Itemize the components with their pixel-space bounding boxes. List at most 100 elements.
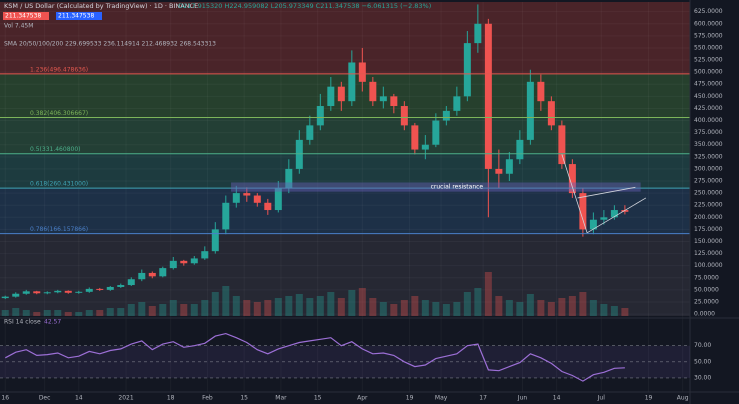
y-tick-label: 50.0000	[694, 286, 719, 293]
volume-bar	[463, 292, 471, 316]
candle-body	[201, 251, 209, 259]
y-tick-label: 125.0000	[694, 250, 723, 257]
volume-bar	[243, 300, 251, 316]
candle-body	[621, 210, 629, 212]
fib-label: 1.236(496.478636)	[30, 66, 88, 73]
candle-body	[253, 195, 261, 203]
axis: 625.0000 600.0000 575.0000 550.0000 525.0000…	[1, 8, 722, 401]
rsi-label: RSI 14 close	[4, 319, 41, 326]
volume-bar	[33, 312, 41, 316]
volume	[1, 272, 629, 316]
candle-body	[411, 125, 419, 150]
fib-band	[0, 2, 690, 74]
volume-bar	[54, 310, 62, 316]
x-tick-label: 15	[240, 395, 248, 402]
candle-body	[421, 144, 429, 150]
volume-bar	[117, 308, 125, 316]
trendline	[577, 186, 636, 199]
fib-label: 0.382(406.306667)	[30, 110, 88, 117]
candle-body	[285, 168, 293, 189]
candle-body	[12, 293, 20, 297]
candle-body	[358, 62, 366, 82]
volume-bar	[159, 304, 167, 316]
y-tick-label: 325.0000	[694, 153, 723, 160]
x-tick-label: Aug	[677, 395, 689, 402]
rsi-value: 42.57	[44, 319, 61, 326]
y-tick-label: 150.0000	[694, 238, 723, 245]
candle-body	[1, 296, 9, 299]
x-tick-label: Jun	[517, 395, 528, 402]
y-tick-label: 100.0000	[694, 262, 723, 269]
x-tick-label: Mar	[275, 395, 287, 402]
buy-price[interactable]: 211.347538	[58, 13, 94, 20]
volume-bar	[484, 272, 492, 316]
volume-bar	[96, 310, 104, 316]
candle-body	[463, 43, 471, 97]
candle-body	[96, 288, 104, 290]
volume-bar	[432, 302, 440, 316]
candle-body	[453, 96, 461, 111]
candle-body	[495, 168, 503, 174]
y-tick-label: 175.0000	[694, 226, 723, 233]
volume-bar	[558, 298, 566, 316]
candle-body	[243, 193, 251, 196]
x-tick-label: 19	[645, 395, 653, 402]
candle-body	[348, 62, 356, 102]
y-tick-label: 200.0000	[694, 214, 723, 221]
candle-body	[117, 285, 125, 287]
y-tick-label: 525.0000	[694, 57, 723, 64]
sell-price[interactable]: 211.347538	[5, 13, 41, 20]
volume-bar	[610, 306, 618, 316]
volume-bar	[211, 292, 219, 316]
x-tick-label: May	[435, 395, 448, 402]
candle-body	[579, 193, 587, 230]
volume-bar	[537, 300, 545, 316]
volume-bar	[453, 302, 461, 316]
candle-body	[316, 106, 324, 126]
x-tick-label: 14	[75, 395, 83, 402]
y-tick-label: 25.0000	[694, 298, 719, 305]
candle-body	[264, 202, 272, 211]
candle-body	[537, 81, 545, 102]
candle-body	[369, 81, 377, 102]
volume-bar	[600, 304, 608, 316]
candle-body	[432, 120, 440, 145]
resistance-zone	[231, 182, 641, 192]
sell-button[interactable]	[3, 12, 49, 20]
volume-bar	[547, 302, 555, 316]
volume-bar	[369, 298, 377, 316]
x-tick-label: 16	[1, 395, 9, 402]
volume-bar	[442, 304, 450, 316]
volume-bar	[568, 296, 576, 316]
volume-bar	[337, 298, 345, 316]
trendline	[586, 197, 647, 234]
volume-bar	[516, 302, 524, 316]
fib-band	[0, 73, 690, 118]
volume-bar	[306, 298, 314, 316]
candle-body	[85, 288, 93, 292]
candle-body	[337, 86, 345, 102]
candle-body	[180, 260, 188, 264]
candle-body	[306, 125, 314, 140]
x-tick-label: Jul	[597, 395, 606, 402]
volume-bar	[379, 302, 387, 316]
buy-button[interactable]	[56, 12, 102, 20]
volume-bar	[526, 294, 534, 316]
fib-label: 0.618(260.431000)	[30, 181, 88, 188]
candle-body	[106, 286, 114, 290]
volume-bar	[274, 298, 282, 316]
candle-body	[610, 210, 618, 218]
candle-body	[474, 23, 482, 44]
x-tick-label: Apr	[357, 395, 368, 402]
candle-body	[505, 159, 513, 174]
candle-body	[222, 202, 230, 230]
candle-body	[442, 110, 450, 121]
candle-body	[22, 291, 30, 294]
candle-body	[75, 291, 83, 293]
candle-body	[327, 86, 335, 107]
volume-bar	[190, 304, 198, 316]
volume-bar	[589, 300, 597, 316]
y-tick-label: 600.0000	[694, 20, 723, 27]
